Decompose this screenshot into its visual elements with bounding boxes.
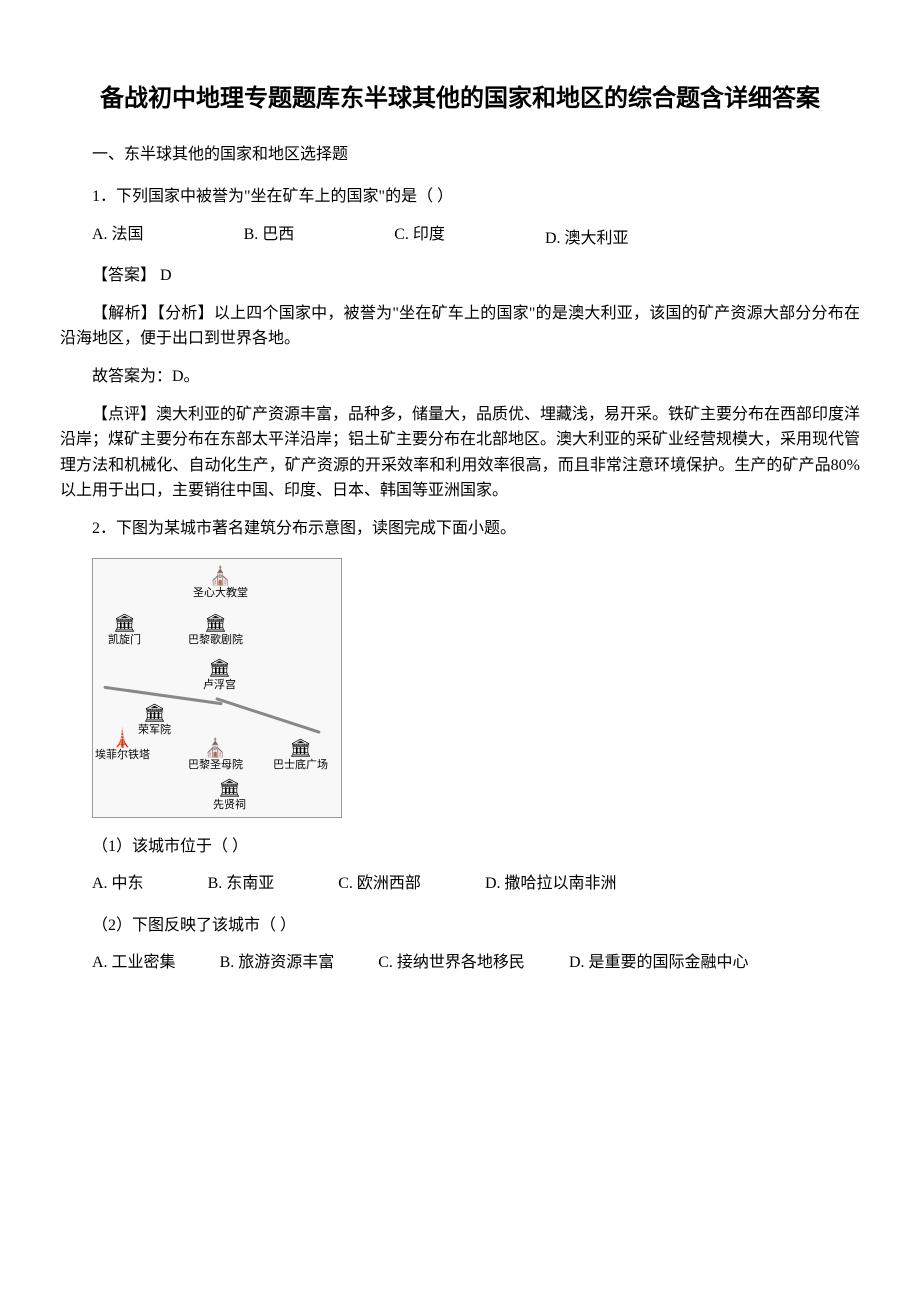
fig-label-eiffel: 埃菲尔铁塔 xyxy=(95,749,150,761)
q2-sub1-text: （1）该城市位于（ ） xyxy=(60,834,860,860)
fig-eiffel: 🗼 埃菲尔铁塔 xyxy=(95,729,150,765)
fig-label-bastille: 巴士底广场 xyxy=(273,759,328,771)
museum-icon: 🏛 xyxy=(203,659,236,677)
church-icon: ⛪ xyxy=(193,567,248,585)
q2-sub1-option-d: D. 撒哈拉以南非洲 xyxy=(485,871,617,897)
q2-sub2-option-b: B. 旅游资源丰富 xyxy=(220,950,335,976)
q1-option-d: D. 澳大利亚 xyxy=(545,226,629,252)
q2-sub2-options: A. 工业密集 B. 旅游资源丰富 C. 接纳世界各地移民 D. 是重要的国际金… xyxy=(60,950,860,976)
q1-analysis-1: 【解析】【分析】以上四个国家中，被誉为"坐在矿车上的国家"的是澳大利亚，该国的矿… xyxy=(60,301,860,352)
arch-icon: 🏛 xyxy=(108,614,141,632)
square-icon: 🏛 xyxy=(273,739,328,757)
fig-label-sacre-coeur: 圣心大教堂 xyxy=(193,587,248,599)
tower-icon: 🗼 xyxy=(95,729,150,747)
q2-sub2-option-d: D. 是重要的国际金融中心 xyxy=(569,950,749,976)
q2-sub2-text: （2）下图反映了该城市（ ） xyxy=(60,913,860,939)
q1-option-a: A. 法国 xyxy=(92,222,144,252)
q2-sub1-option-c: C. 欧洲西部 xyxy=(338,871,421,897)
q2-sub2-option-a: A. 工业密集 xyxy=(92,950,176,976)
q2-sub1-option-b: B. 东南亚 xyxy=(208,871,275,897)
q2-text: 2．下图为某城市著名建筑分布示意图，读图完成下面小题。 xyxy=(60,516,860,542)
fig-label-louvre: 卢浮宫 xyxy=(203,679,236,691)
cathedral-icon: ⛪ xyxy=(188,739,243,757)
page-title: 备战初中地理专题题库东半球其他的国家和地区的综合题含详细答案 xyxy=(60,80,860,118)
fig-opera: 🏛 巴黎歌剧院 xyxy=(188,614,243,650)
monument-icon: 🏛 xyxy=(213,779,246,797)
q2-figure: ⛪ 圣心大教堂 🏛 凯旋门 🏛 巴黎歌剧院 🏛 卢浮宫 🏛 荣军院 🗼 埃菲尔铁… xyxy=(92,558,342,818)
fig-pantheon: 🏛 先贤祠 xyxy=(213,779,246,815)
fig-arc: 🏛 凯旋门 xyxy=(108,614,141,650)
fig-louvre: 🏛 卢浮宫 xyxy=(203,659,236,695)
q1-answer: 【答案】 D xyxy=(60,263,860,289)
fig-bastille: 🏛 巴士底广场 xyxy=(273,739,328,775)
fig-notre-dame: ⛪ 巴黎圣母院 xyxy=(188,739,243,775)
q1-option-b: B. 巴西 xyxy=(244,222,295,252)
section-heading: 一、东半球其他的国家和地区选择题 xyxy=(60,142,860,168)
fig-label-opera: 巴黎歌剧院 xyxy=(188,634,243,646)
fig-label-notre-dame: 巴黎圣母院 xyxy=(188,759,243,771)
q1-text: 1．下列国家中被誉为"坐在矿车上的国家"的是（ ） xyxy=(60,184,860,210)
q1-analysis-3: 【点评】澳大利亚的矿产资源丰富，品种多，储量大，品质优、埋藏浅，易开采。铁矿主要… xyxy=(60,402,860,504)
fig-label-pantheon: 先贤祠 xyxy=(213,799,246,811)
q1-option-c: C. 印度 xyxy=(394,222,445,252)
q2-sub1-options: A. 中东 B. 东南亚 C. 欧洲西部 D. 撒哈拉以南非洲 xyxy=(60,871,860,897)
fig-sacre-coeur: ⛪ 圣心大教堂 xyxy=(193,567,248,603)
q2-sub2-option-c: C. 接纳世界各地移民 xyxy=(378,950,525,976)
q1-options: A. 法国 B. 巴西 C. 印度 D. 澳大利亚 xyxy=(60,222,860,252)
q1-analysis-2: 故答案为：D。 xyxy=(60,364,860,390)
fig-river-2 xyxy=(215,697,321,734)
dome-icon: 🏛 xyxy=(138,704,171,722)
building-icon: 🏛 xyxy=(188,614,243,632)
q2-sub1-option-a: A. 中东 xyxy=(92,871,144,897)
fig-label-arc: 凯旋门 xyxy=(108,634,141,646)
